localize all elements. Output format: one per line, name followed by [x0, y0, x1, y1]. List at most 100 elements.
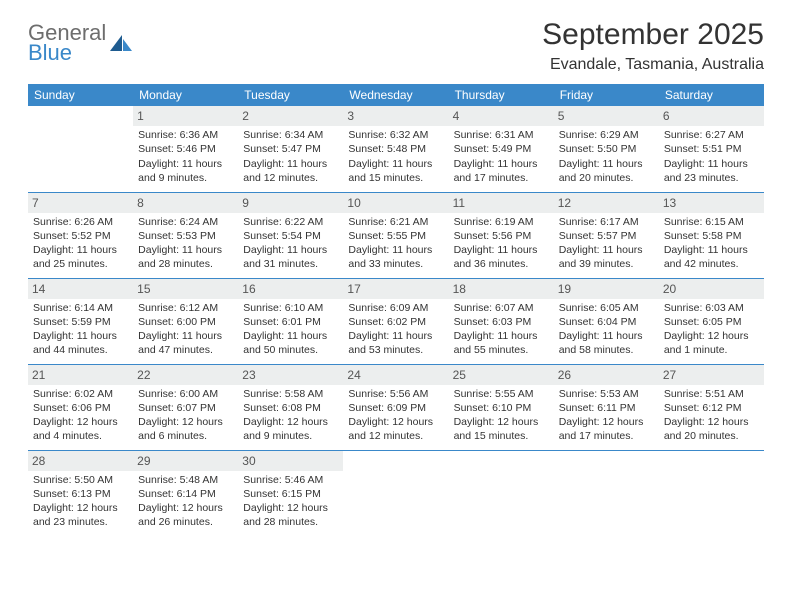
day-number: 7 — [28, 193, 133, 213]
day-number: 21 — [28, 365, 133, 385]
calendar-cell: 11Sunrise: 6:19 AMSunset: 5:56 PMDayligh… — [449, 192, 554, 278]
calendar-cell: 17Sunrise: 6:09 AMSunset: 6:02 PMDayligh… — [343, 278, 448, 364]
weekday-header: Friday — [554, 84, 659, 106]
day-details: Sunrise: 6:29 AMSunset: 5:50 PMDaylight:… — [558, 128, 655, 185]
calendar-cell: 24Sunrise: 5:56 AMSunset: 6:09 PMDayligh… — [343, 364, 448, 450]
day-details: Sunrise: 5:51 AMSunset: 6:12 PMDaylight:… — [663, 387, 760, 444]
day-details: Sunrise: 5:48 AMSunset: 6:14 PMDaylight:… — [137, 473, 234, 530]
day-details: Sunrise: 6:19 AMSunset: 5:56 PMDaylight:… — [453, 215, 550, 272]
calendar-cell: 29Sunrise: 5:48 AMSunset: 6:14 PMDayligh… — [133, 450, 238, 536]
day-details: Sunrise: 6:32 AMSunset: 5:48 PMDaylight:… — [347, 128, 444, 185]
day-number: 14 — [28, 279, 133, 299]
weekday-header: Saturday — [659, 84, 764, 106]
calendar-cell — [659, 450, 764, 536]
day-details: Sunrise: 6:27 AMSunset: 5:51 PMDaylight:… — [663, 128, 760, 185]
calendar-cell: 19Sunrise: 6:05 AMSunset: 6:04 PMDayligh… — [554, 278, 659, 364]
day-number: 4 — [449, 106, 554, 126]
day-details: Sunrise: 6:31 AMSunset: 5:49 PMDaylight:… — [453, 128, 550, 185]
calendar-row: 28Sunrise: 5:50 AMSunset: 6:13 PMDayligh… — [28, 450, 764, 536]
day-details: Sunrise: 6:17 AMSunset: 5:57 PMDaylight:… — [558, 215, 655, 272]
logo-text: General Blue — [28, 22, 106, 64]
day-details: Sunrise: 5:50 AMSunset: 6:13 PMDaylight:… — [32, 473, 129, 530]
sail-icon — [108, 33, 134, 53]
day-details: Sunrise: 5:56 AMSunset: 6:09 PMDaylight:… — [347, 387, 444, 444]
calendar-cell — [554, 450, 659, 536]
day-number: 19 — [554, 279, 659, 299]
calendar-cell: 21Sunrise: 6:02 AMSunset: 6:06 PMDayligh… — [28, 364, 133, 450]
day-details: Sunrise: 6:15 AMSunset: 5:58 PMDaylight:… — [663, 215, 760, 272]
day-details: Sunrise: 5:55 AMSunset: 6:10 PMDaylight:… — [453, 387, 550, 444]
calendar-cell: 20Sunrise: 6:03 AMSunset: 6:05 PMDayligh… — [659, 278, 764, 364]
day-number: 15 — [133, 279, 238, 299]
calendar-cell: 15Sunrise: 6:12 AMSunset: 6:00 PMDayligh… — [133, 278, 238, 364]
day-number: 16 — [238, 279, 343, 299]
calendar-cell: 13Sunrise: 6:15 AMSunset: 5:58 PMDayligh… — [659, 192, 764, 278]
day-number: 2 — [238, 106, 343, 126]
calendar-cell: 28Sunrise: 5:50 AMSunset: 6:13 PMDayligh… — [28, 450, 133, 536]
day-details: Sunrise: 6:07 AMSunset: 6:03 PMDaylight:… — [453, 301, 550, 358]
weekday-row: SundayMondayTuesdayWednesdayThursdayFrid… — [28, 84, 764, 106]
calendar-cell — [343, 450, 448, 536]
day-number: 3 — [343, 106, 448, 126]
calendar-row: 14Sunrise: 6:14 AMSunset: 5:59 PMDayligh… — [28, 278, 764, 364]
calendar-cell: 5Sunrise: 6:29 AMSunset: 5:50 PMDaylight… — [554, 106, 659, 192]
calendar-cell: 2Sunrise: 6:34 AMSunset: 5:47 PMDaylight… — [238, 106, 343, 192]
calendar-cell: 23Sunrise: 5:58 AMSunset: 6:08 PMDayligh… — [238, 364, 343, 450]
calendar-cell: 9Sunrise: 6:22 AMSunset: 5:54 PMDaylight… — [238, 192, 343, 278]
calendar-cell: 18Sunrise: 6:07 AMSunset: 6:03 PMDayligh… — [449, 278, 554, 364]
day-number: 12 — [554, 193, 659, 213]
day-details: Sunrise: 6:21 AMSunset: 5:55 PMDaylight:… — [347, 215, 444, 272]
day-number: 17 — [343, 279, 448, 299]
calendar-cell: 4Sunrise: 6:31 AMSunset: 5:49 PMDaylight… — [449, 106, 554, 192]
title-block: September 2025 Evandale, Tasmania, Austr… — [542, 18, 764, 74]
calendar-row: 1Sunrise: 6:36 AMSunset: 5:46 PMDaylight… — [28, 106, 764, 192]
day-details: Sunrise: 6:26 AMSunset: 5:52 PMDaylight:… — [32, 215, 129, 272]
calendar-cell: 10Sunrise: 6:21 AMSunset: 5:55 PMDayligh… — [343, 192, 448, 278]
day-details: Sunrise: 5:58 AMSunset: 6:08 PMDaylight:… — [242, 387, 339, 444]
day-details: Sunrise: 6:09 AMSunset: 6:02 PMDaylight:… — [347, 301, 444, 358]
day-details: Sunrise: 6:02 AMSunset: 6:06 PMDaylight:… — [32, 387, 129, 444]
day-details: Sunrise: 6:22 AMSunset: 5:54 PMDaylight:… — [242, 215, 339, 272]
day-details: Sunrise: 6:36 AMSunset: 5:46 PMDaylight:… — [137, 128, 234, 185]
day-number: 26 — [554, 365, 659, 385]
calendar-table: SundayMondayTuesdayWednesdayThursdayFrid… — [28, 84, 764, 536]
day-number: 10 — [343, 193, 448, 213]
calendar-cell — [449, 450, 554, 536]
day-number: 22 — [133, 365, 238, 385]
calendar-cell: 22Sunrise: 6:00 AMSunset: 6:07 PMDayligh… — [133, 364, 238, 450]
calendar-cell: 16Sunrise: 6:10 AMSunset: 6:01 PMDayligh… — [238, 278, 343, 364]
calendar-body: 1Sunrise: 6:36 AMSunset: 5:46 PMDaylight… — [28, 106, 764, 536]
day-details: Sunrise: 6:14 AMSunset: 5:59 PMDaylight:… — [32, 301, 129, 358]
calendar-cell: 8Sunrise: 6:24 AMSunset: 5:53 PMDaylight… — [133, 192, 238, 278]
day-number: 24 — [343, 365, 448, 385]
calendar-row: 21Sunrise: 6:02 AMSunset: 6:06 PMDayligh… — [28, 364, 764, 450]
day-number: 23 — [238, 365, 343, 385]
calendar-cell: 6Sunrise: 6:27 AMSunset: 5:51 PMDaylight… — [659, 106, 764, 192]
day-details: Sunrise: 6:05 AMSunset: 6:04 PMDaylight:… — [558, 301, 655, 358]
day-details: Sunrise: 6:34 AMSunset: 5:47 PMDaylight:… — [242, 128, 339, 185]
day-number: 9 — [238, 193, 343, 213]
calendar-cell — [28, 106, 133, 192]
day-number: 28 — [28, 451, 133, 471]
day-number: 13 — [659, 193, 764, 213]
day-number: 27 — [659, 365, 764, 385]
day-number: 8 — [133, 193, 238, 213]
day-number: 6 — [659, 106, 764, 126]
calendar-row: 7Sunrise: 6:26 AMSunset: 5:52 PMDaylight… — [28, 192, 764, 278]
day-number: 29 — [133, 451, 238, 471]
day-details: Sunrise: 6:24 AMSunset: 5:53 PMDaylight:… — [137, 215, 234, 272]
day-number: 18 — [449, 279, 554, 299]
logo: General Blue — [28, 18, 134, 64]
calendar-cell: 3Sunrise: 6:32 AMSunset: 5:48 PMDaylight… — [343, 106, 448, 192]
calendar-cell: 1Sunrise: 6:36 AMSunset: 5:46 PMDaylight… — [133, 106, 238, 192]
day-details: Sunrise: 6:03 AMSunset: 6:05 PMDaylight:… — [663, 301, 760, 358]
day-details: Sunrise: 6:00 AMSunset: 6:07 PMDaylight:… — [137, 387, 234, 444]
day-details: Sunrise: 6:10 AMSunset: 6:01 PMDaylight:… — [242, 301, 339, 358]
page-title: September 2025 — [542, 18, 764, 52]
calendar-cell: 7Sunrise: 6:26 AMSunset: 5:52 PMDaylight… — [28, 192, 133, 278]
weekday-header: Sunday — [28, 84, 133, 106]
calendar-cell: 27Sunrise: 5:51 AMSunset: 6:12 PMDayligh… — [659, 364, 764, 450]
calendar-head: SundayMondayTuesdayWednesdayThursdayFrid… — [28, 84, 764, 106]
day-details: Sunrise: 5:46 AMSunset: 6:15 PMDaylight:… — [242, 473, 339, 530]
weekday-header: Monday — [133, 84, 238, 106]
